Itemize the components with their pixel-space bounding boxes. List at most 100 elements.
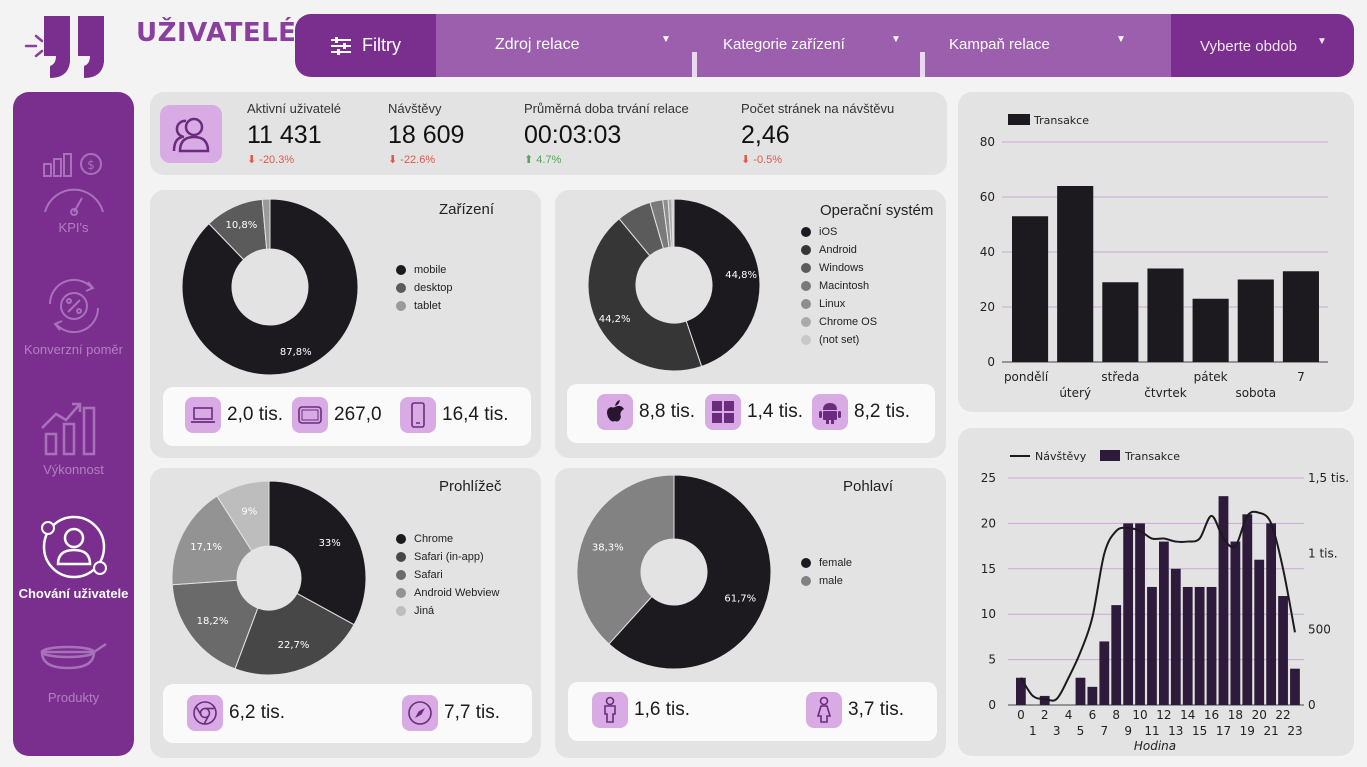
bar[interactable] [1206, 586, 1217, 705]
bar[interactable] [1123, 523, 1134, 705]
browser-donut-chart: 33% 22,7% 18,2% 17,1% 9% [171, 480, 367, 676]
filter-bar: Filtry Zdroj relace ▼ Kategorie zařízení… [295, 14, 1354, 77]
frying-pan-icon [40, 642, 107, 670]
x-tick-label: 14 [1180, 708, 1195, 722]
sidebar-item-products[interactable]: Produkty [13, 636, 134, 705]
x-tick-label: 5 [1077, 724, 1085, 738]
y-right-tick-label: 0 [1308, 698, 1316, 712]
os-legend: iOS Android Windows Macintosh Linux Chro… [801, 223, 877, 349]
legend-item: Jiná [396, 602, 499, 620]
logo-quote-icon [24, 16, 104, 78]
bar[interactable] [1147, 268, 1184, 363]
x-tick-label: čtvrtek [1144, 386, 1186, 400]
slice-ios[interactable] [673, 198, 761, 368]
bar[interactable] [1016, 677, 1026, 705]
bar[interactable] [1192, 298, 1229, 362]
slice-female[interactable] [608, 474, 772, 670]
legend-label: Transakce [1124, 450, 1180, 463]
os-title: Operační systém [820, 202, 934, 219]
slice-data-label: 38,3% [592, 542, 624, 553]
filter-divider [920, 52, 925, 77]
bar[interactable] [1159, 541, 1169, 705]
slice-chrome[interactable] [268, 480, 367, 626]
browser-stats: 6,2 tis. 7,7 tis. [163, 684, 532, 743]
bar[interactable] [1012, 216, 1049, 362]
x-tick-label: 22 [1275, 708, 1290, 722]
percent-cycle-icon [48, 278, 99, 334]
slice-data-label: 44,8% [725, 270, 757, 281]
bar[interactable] [1194, 586, 1205, 705]
x-tick-label: 7 [1100, 724, 1108, 738]
windows-icon [705, 394, 741, 430]
bar[interactable] [1282, 271, 1319, 362]
bar[interactable] [1278, 596, 1288, 705]
android-icon [812, 394, 848, 430]
y-tick-label: 40 [980, 245, 995, 259]
legend-item: Macintosh [801, 277, 877, 295]
x-tick-label: pátek [1194, 370, 1228, 384]
sidebar-item-user-behavior[interactable]: Chování uživatele [13, 512, 134, 601]
x-tick-label: 18 [1228, 708, 1243, 722]
chevron-down-icon: ▼ [1116, 34, 1126, 45]
bar[interactable] [1170, 568, 1181, 705]
browser-panel: Prohlížeč 33% 22,7% 18,2% 17,1% 9% Chrome Sa… [150, 468, 541, 758]
os-donut-chart: 44,8% 44,2% [587, 198, 761, 372]
session-source-select[interactable]: Zdroj relace ▼ [495, 34, 671, 53]
weekday-transactions-chart: Transakce 0 20 40 60 80 pondělí úterý středa čtvr… [980, 114, 1328, 400]
bar[interactable] [1147, 586, 1157, 705]
bar[interactable] [1102, 282, 1139, 362]
slice-jin-[interactable] [216, 480, 270, 552]
bar[interactable] [1218, 496, 1229, 705]
chrome-stat: 6,2 tis. [187, 695, 285, 731]
gender-title: Pohlaví [843, 478, 894, 495]
x-tick-label: 11 [1144, 724, 1159, 738]
period-select[interactable]: Vyberte obdob ▼ [1200, 36, 1327, 55]
bar[interactable] [1135, 523, 1145, 705]
slice-android-webview[interactable] [171, 495, 253, 586]
chrome-icon [187, 695, 223, 731]
x-tick-label: pondělí [1004, 370, 1049, 384]
slice--not-set-[interactable] [671, 198, 675, 248]
bar[interactable] [1111, 605, 1122, 705]
slice-tablet[interactable] [261, 198, 271, 250]
bar[interactable] [1075, 677, 1086, 705]
x-tick-label: 7 [1297, 370, 1305, 384]
device-category-select[interactable]: Kategorie zařízení ▼ [723, 34, 901, 53]
slice-android[interactable] [587, 218, 703, 372]
windows-stat: 1,4 tis. [705, 394, 803, 430]
bar[interactable] [1099, 641, 1110, 705]
sidebar-item-kpis[interactable]: $ KPI's [13, 150, 134, 235]
filter-group [436, 14, 1171, 77]
bar[interactable] [1182, 586, 1193, 705]
legend-item: Safari [396, 566, 499, 584]
bar[interactable] [1242, 514, 1253, 705]
devices-donut-chart: 87,8% 10,8% [181, 198, 359, 376]
bar[interactable] [1039, 695, 1050, 705]
slice-safari[interactable] [171, 579, 259, 670]
gender-panel: Pohlaví 61,7% 38,3% female male 1,6 tis. … [555, 468, 946, 758]
bar[interactable] [1290, 668, 1300, 705]
slice-safari-in-app-[interactable] [234, 592, 355, 676]
slice-data-label: 10,8% [226, 220, 258, 231]
bar[interactable] [1237, 279, 1274, 363]
filters-button[interactable]: Filtry [295, 14, 436, 77]
x-tick-label: 8 [1112, 708, 1120, 722]
campaign-select[interactable]: Kampaň relace ▼ [949, 34, 1126, 53]
sidebar: $ KPI's Konverzní poměr Výkonnost [13, 92, 134, 756]
sidebar-item-conversion[interactable]: Konverzní poměr [13, 274, 134, 357]
legend-item: female [801, 554, 852, 572]
bar[interactable] [1087, 686, 1098, 705]
bar[interactable] [1266, 523, 1277, 705]
slice-male[interactable] [576, 474, 675, 645]
legend-item: Android Webview [396, 584, 499, 602]
slice-mobile[interactable] [181, 198, 359, 376]
legend-item: male [801, 572, 852, 590]
bar[interactable] [1057, 186, 1094, 362]
bar[interactable] [1230, 541, 1241, 705]
filters-label: Filtry [362, 35, 401, 55]
x-tick-label: 4 [1065, 708, 1073, 722]
legend-item: Chrome OS [801, 313, 877, 331]
sidebar-item-performance[interactable]: Výkonnost [13, 400, 134, 477]
bar[interactable] [1254, 559, 1265, 705]
visits-line[interactable] [1020, 510, 1296, 702]
